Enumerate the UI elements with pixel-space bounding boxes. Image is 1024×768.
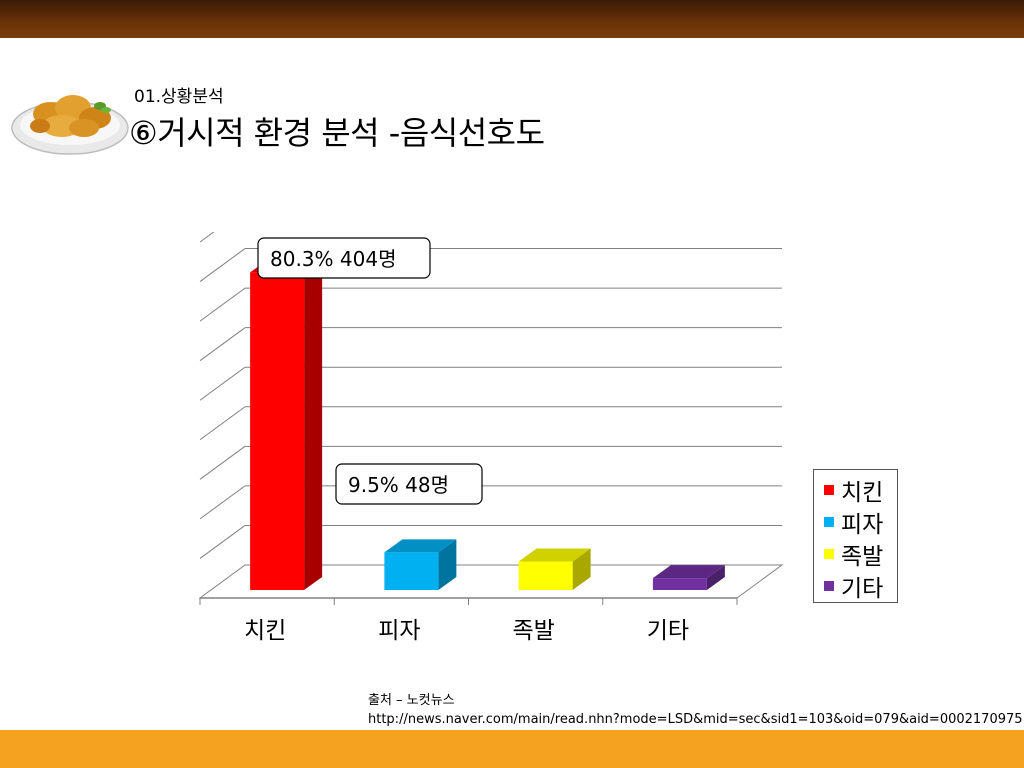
bar-side (706, 565, 725, 590)
bar-기타 (652, 565, 725, 590)
x-tick-label: 족발 (512, 618, 554, 644)
bar-chart: 치킨 피자 족발 기타 80.3% 404명 9.5% 48명 (198, 232, 784, 644)
gridline-side (199, 525, 246, 559)
bar-front (652, 578, 707, 590)
bar-side (438, 539, 457, 590)
gridline-side (199, 248, 246, 282)
gridline-side (199, 232, 215, 243)
legend-item: 치킨 (824, 474, 897, 506)
x-tick-label: 기타 (647, 618, 689, 644)
gridline-side (199, 327, 246, 362)
fried-chicken-image (11, 95, 129, 155)
legend-swatch (824, 581, 834, 591)
data-callouts: 80.3% 404명 9.5% 48명 (257, 237, 483, 505)
legend-item: 기타 (824, 570, 897, 602)
legend-item: 피자 (824, 506, 897, 538)
bar-치킨 (250, 259, 323, 590)
legend-label: 치킨 (841, 480, 884, 506)
bar-top (384, 539, 457, 553)
legend-item: 족발 (824, 538, 897, 570)
slide-title: ⑥거시적 환경 분석 -음식선호도 (129, 114, 545, 152)
source-title: 출처 – 노컷뉴스 (368, 693, 455, 708)
bar-top (518, 548, 591, 562)
gridline-side (199, 406, 246, 441)
source-url: http://news.naver.com/main/read.nhn?mode… (368, 712, 1023, 727)
gridline-side (199, 287, 246, 322)
bottom-banner (0, 730, 1024, 768)
legend-label: 피자 (841, 512, 884, 538)
x-axis-labels: 치킨 피자 족발 기타 (244, 618, 689, 644)
gridline-side (199, 485, 246, 520)
bar-front (384, 552, 439, 590)
callout-box (335, 463, 483, 505)
gridline-side (199, 445, 246, 480)
bar-피자 (384, 539, 457, 590)
legend: 치킨 피자 족발 기타 (813, 469, 898, 603)
bar-side (304, 259, 323, 590)
bar-족발 (518, 548, 591, 590)
callout-box (257, 237, 431, 279)
bar-front (518, 561, 573, 590)
legend-swatch (824, 485, 834, 495)
legend-swatch (824, 549, 834, 559)
callout: 9.5% 48명 (335, 463, 483, 505)
legend-label: 족발 (841, 544, 884, 570)
x-tick-label: 치킨 (244, 618, 286, 644)
callout: 80.3% 404명 (257, 237, 431, 279)
x-tick-label: 피자 (378, 618, 420, 644)
gridlines (199, 232, 782, 605)
top-banner (0, 0, 1024, 38)
source-note: 출처 – 노컷뉴스 http://news.naver.com/main/rea… (368, 691, 1023, 729)
legend-swatch (824, 517, 834, 527)
gridline-side (199, 366, 246, 401)
section-label: 01.상황분석 (134, 87, 224, 107)
legend-label: 기타 (841, 576, 884, 602)
bar-side (572, 548, 591, 590)
bars (250, 259, 725, 590)
bar-top (652, 565, 725, 579)
callout-text: 9.5% 48명 (348, 473, 449, 497)
bar-front (250, 272, 305, 590)
callout-text: 80.3% 404명 (270, 247, 396, 271)
